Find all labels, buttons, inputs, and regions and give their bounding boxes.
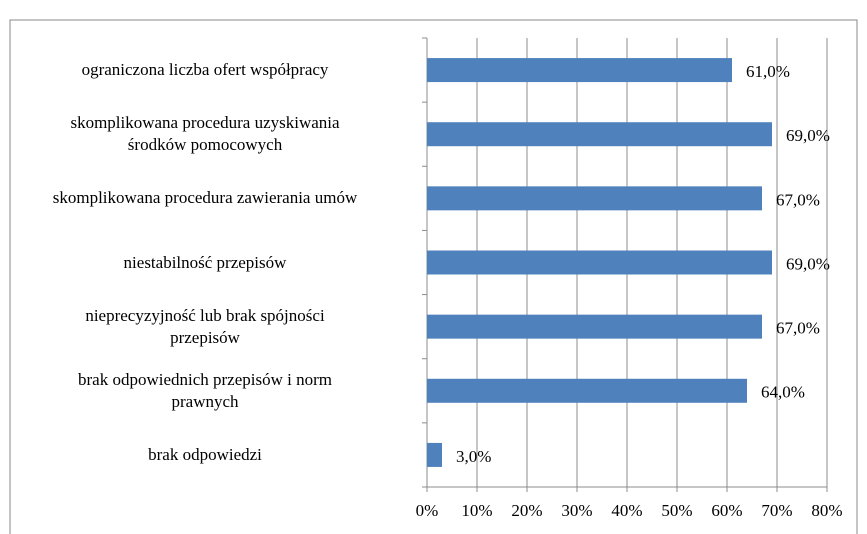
x-tick-label: 20% (511, 501, 542, 520)
y-tick-label: skomplikowana procedura zawierania umów (52, 188, 358, 208)
bar (427, 58, 732, 83)
x-tick-label: 80% (811, 501, 842, 520)
y-tick-label: ograniczona liczba ofert współpracy (81, 60, 329, 80)
y-tick-label: skomplikowana procedura uzyskiwania środ… (70, 113, 340, 155)
bar (427, 442, 442, 467)
bar (427, 378, 747, 403)
value-label: 3,0% (456, 447, 491, 466)
value-label: 67,0% (776, 190, 820, 209)
value-label: 64,0% (761, 383, 805, 402)
y-tick-label: brak odpowiednich przepisów i norm prawn… (78, 369, 332, 411)
x-tick-label: 0% (416, 501, 439, 520)
x-tick-label: 40% (611, 501, 642, 520)
value-label: 61,0% (746, 62, 790, 81)
y-tick-label: niestabilność przepisów (123, 252, 287, 272)
bar (427, 250, 772, 275)
chart-frame (9, 19, 858, 534)
bar (427, 122, 772, 147)
value-label: 69,0% (786, 254, 830, 273)
x-tick-label: 70% (761, 501, 792, 520)
x-tick-label: 60% (711, 501, 742, 520)
value-label: 69,0% (786, 126, 830, 145)
y-tick-label: nieprecyzyjność lub brak spójności przep… (85, 305, 325, 347)
value-label: 67,0% (776, 319, 820, 338)
bar (427, 314, 762, 339)
x-tick-label: 30% (561, 501, 592, 520)
x-tick-label: 50% (661, 501, 692, 520)
bar (427, 186, 762, 211)
y-tick-label: brak odpowiedzi (148, 444, 262, 464)
x-tick-label: 10% (461, 501, 492, 520)
